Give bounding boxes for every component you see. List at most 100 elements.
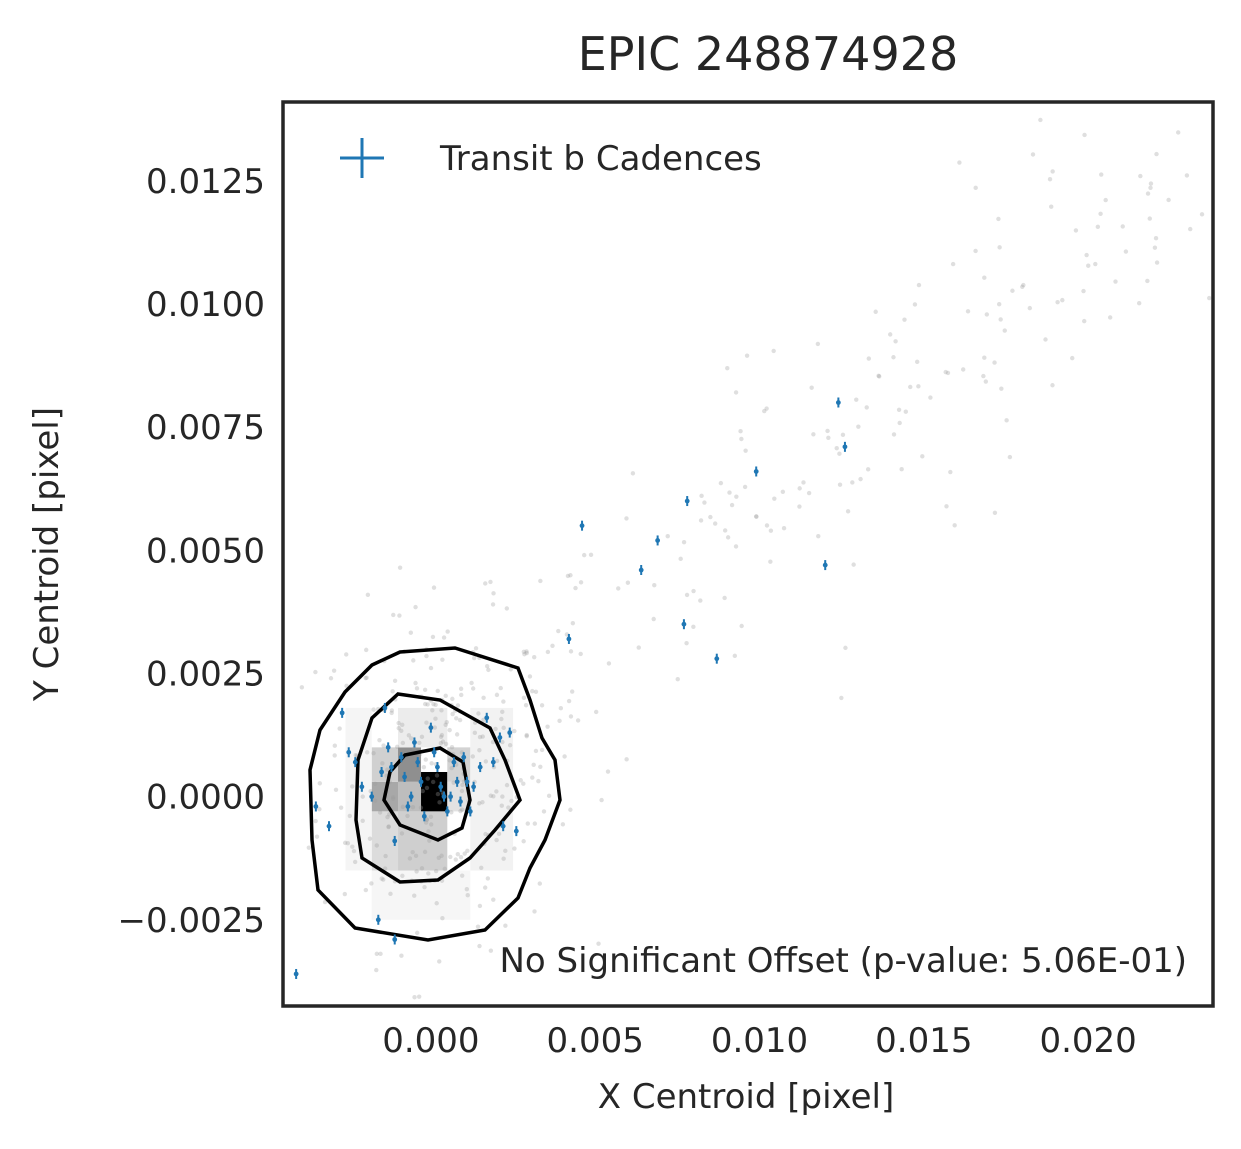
transit-point [441,791,447,802]
transit-point [753,466,759,477]
background-point [1055,299,1060,305]
background-point [1147,216,1152,221]
contour-outer [308,646,562,942]
background-point [494,837,499,843]
background-point [437,800,442,805]
background-point [525,821,530,826]
background-point [732,653,738,659]
background-point [1154,260,1160,265]
background-point [834,446,839,451]
transit-point [842,441,848,452]
background-point [385,814,390,820]
background-point [801,480,806,485]
background-point [780,489,786,494]
background-point [317,781,323,786]
background-point [424,720,429,725]
background-point [501,856,506,861]
background-point [391,612,396,618]
background-point [431,585,437,590]
transit-point [464,776,470,787]
background-point [433,716,438,721]
background-point [518,778,523,783]
background-point [381,743,386,748]
density-bin [398,707,448,748]
background-point [414,930,420,936]
background-point [372,798,378,803]
background-point [762,408,767,414]
background-point [431,701,436,707]
background-point [562,754,567,759]
background-point [299,685,305,690]
transit-point [467,806,473,817]
background-point [522,652,527,657]
background-point [377,810,383,815]
background-point [524,649,529,654]
background-point [916,282,922,288]
background-point [381,877,386,882]
transit-point [385,742,391,753]
transit-point [513,826,519,837]
background-point [414,686,420,691]
background-point [539,703,545,708]
background-point [521,839,526,844]
background-point [418,805,424,810]
background-point [545,724,550,729]
background-point [578,651,583,657]
legend: Transit b Cadences [340,138,762,179]
background-point [1027,305,1033,311]
background-point [458,808,463,814]
background-point [383,853,388,859]
background-point [1050,169,1055,174]
background-point [739,436,744,442]
background-point [396,720,401,726]
background-point [568,573,573,578]
transit-point [681,619,687,630]
background-point [332,743,338,748]
background-point [1145,278,1150,284]
background-point [389,708,395,713]
transit-point [418,776,424,787]
background-point [578,580,584,585]
background-point [806,490,812,496]
background-point [458,854,464,860]
background-point [364,750,370,755]
background-point [365,592,371,598]
background-point [981,373,986,379]
background-point [992,360,997,365]
background-point [477,801,482,806]
background-point [397,613,402,618]
y-tick-label: 0.0000 [146,778,265,818]
y-tick-label: −0.0025 [118,901,265,941]
background-point [428,814,434,820]
background-point [332,753,337,758]
background-point [768,559,773,564]
background-point [1148,185,1153,191]
background-point [400,722,405,728]
background-point [506,805,511,810]
background-point [501,699,506,704]
background-point [379,876,384,881]
background-point [733,544,739,549]
background-point [530,775,535,780]
background-point [725,535,731,540]
transit-point [359,781,365,792]
background-point [440,657,445,662]
background-point [973,248,978,254]
background-point [565,573,571,579]
background-point [345,840,351,846]
x-tick-label: 0.015 [875,1021,972,1061]
background-point [363,887,369,893]
background-point [430,708,435,713]
transit-point [408,791,414,802]
background-point [568,649,574,654]
background-point [462,851,467,856]
background-point [984,312,990,317]
background-point [944,504,949,509]
background-point [527,674,533,679]
background-point [425,776,430,781]
background-point [753,514,759,519]
contour-inner [382,746,472,842]
background-point [1107,315,1113,320]
background-point [533,689,539,694]
